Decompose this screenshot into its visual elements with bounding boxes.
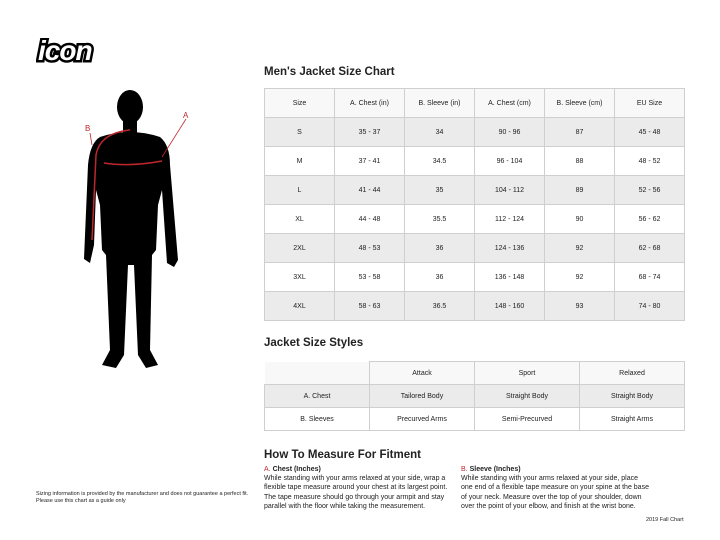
cell: 35 xyxy=(404,175,475,205)
empty-cell xyxy=(264,361,370,385)
cell: M xyxy=(264,146,335,176)
disclaimer-line: Please use this chart as a guide only xyxy=(36,498,126,504)
cell: Straight Body xyxy=(474,384,580,408)
icon-logo: icon xyxy=(36,33,146,71)
cell: 41 - 44 xyxy=(334,175,405,205)
cell: Tailored Body xyxy=(369,384,475,408)
cell: 36 xyxy=(404,233,475,263)
measure-title: How To Measure For Fitment xyxy=(264,449,421,461)
cell: 93 xyxy=(544,291,615,321)
cell: L xyxy=(264,175,335,205)
table-row: L 41 - 44 35 104 - 112 89 52 - 56 xyxy=(264,175,685,205)
table-row: M 37 - 41 34.5 96 - 104 88 48 - 52 xyxy=(264,146,685,176)
header-cell: Attack xyxy=(369,361,475,385)
cell: 148 - 160 xyxy=(474,291,545,321)
cell: 52 - 56 xyxy=(614,175,685,205)
disclaimer: Sizing information is provided by the ma… xyxy=(36,491,248,505)
cell: 68 - 74 xyxy=(614,262,685,292)
letter-a: A. xyxy=(264,466,271,473)
sleeve-label: Sleeve (Inches) xyxy=(469,466,521,473)
header-cell: Relaxed xyxy=(579,361,685,385)
cell: 34.5 xyxy=(404,146,475,176)
sleeve-instructions: B. Sleeve (Inches) While standing with y… xyxy=(461,465,651,511)
cell: 62 - 68 xyxy=(614,233,685,263)
cell: 4XL xyxy=(264,291,335,321)
styles-table: Attack Sport Relaxed A. Chest Tailored Body… xyxy=(264,361,685,431)
cell: 112 - 124 xyxy=(474,204,545,234)
cell: 74 - 80 xyxy=(614,291,685,321)
edition-label: 2019 Fall Chart xyxy=(646,517,684,523)
table-row: 2XL 48 - 53 36 124 - 136 92 62 - 68 xyxy=(264,233,685,263)
cell: 88 xyxy=(544,146,615,176)
cell: Straight Body xyxy=(579,384,685,408)
cell: 92 xyxy=(544,262,615,292)
header-cell: A. Chest (cm) xyxy=(474,88,545,118)
cell: 124 - 136 xyxy=(474,233,545,263)
table-row: B. Sleeves Precurved Arms Semi-Precurved St… xyxy=(264,407,685,431)
cell: 48 - 52 xyxy=(614,146,685,176)
cell: 92 xyxy=(544,233,615,263)
header-cell: A. Chest (in) xyxy=(334,88,405,118)
disclaimer-line: Sizing information is provided by the ma… xyxy=(36,491,249,497)
styles-title: Jacket Size Styles xyxy=(264,337,364,349)
header-cell: Sport xyxy=(474,361,580,385)
body-silhouette xyxy=(84,90,187,368)
cell: 90 xyxy=(544,204,615,234)
table-row: 4XL 58 - 63 36.5 148 - 160 93 74 - 80 xyxy=(264,291,685,321)
sleeve-text: While standing with your arms relaxed at… xyxy=(461,475,649,510)
table-row: S 35 - 37 34 90 - 96 87 45 - 48 xyxy=(264,117,685,147)
cell: 35.5 xyxy=(404,204,475,234)
table-header-row: Attack Sport Relaxed xyxy=(264,361,685,385)
cell: 45 - 48 xyxy=(614,117,685,147)
cell: Semi-Precurved xyxy=(474,407,580,431)
cell: 104 - 112 xyxy=(474,175,545,205)
cell: S xyxy=(264,117,335,147)
table-header-row: Size A. Chest (in) B. Sleeve (in) A. Chest … xyxy=(264,88,685,118)
cell: 56 - 62 xyxy=(614,204,685,234)
cell: 53 - 58 xyxy=(334,262,405,292)
header-cell: Size xyxy=(264,88,335,118)
label-b: B xyxy=(85,124,91,133)
header-cell: B. Sleeve (in) xyxy=(404,88,475,118)
cell: 2XL xyxy=(264,233,335,263)
cell: 89 xyxy=(544,175,615,205)
cell: 58 - 63 xyxy=(334,291,405,321)
header-cell: EU Size xyxy=(614,88,685,118)
cell: 87 xyxy=(544,117,615,147)
row-label: A. Chest xyxy=(264,384,370,408)
label-a: A xyxy=(183,111,189,120)
size-chart-table: Size A. Chest (in) B. Sleeve (in) A. Chest … xyxy=(264,88,685,321)
chest-label: Chest (Inches) xyxy=(272,466,321,473)
cell: 44 - 48 xyxy=(334,204,405,234)
cell: 3XL xyxy=(264,262,335,292)
cell: 48 - 53 xyxy=(334,233,405,263)
header-cell: B. Sleeve (cm) xyxy=(544,88,615,118)
svg-text:icon: icon xyxy=(38,38,92,66)
chest-instructions: A. Chest (Inches) While standing with yo… xyxy=(264,465,454,511)
chest-text: While standing with your arms relaxed at… xyxy=(264,475,448,510)
size-chart-title: Men's Jacket Size Chart xyxy=(264,66,395,78)
cell: 36.5 xyxy=(404,291,475,321)
cell: 37 - 41 xyxy=(334,146,405,176)
cell: Precurved Arms xyxy=(369,407,475,431)
cell: 96 - 104 xyxy=(474,146,545,176)
cell: Straight Arms xyxy=(579,407,685,431)
cell: 35 - 37 xyxy=(334,117,405,147)
table-row: XL 44 - 48 35.5 112 - 124 90 56 - 62 xyxy=(264,204,685,234)
table-row: 3XL 53 - 58 36 136 - 148 92 68 - 74 xyxy=(264,262,685,292)
table-row: A. Chest Tailored Body Straight Body Straig… xyxy=(264,384,685,408)
row-label: B. Sleeves xyxy=(264,407,370,431)
cell: 36 xyxy=(404,262,475,292)
cell: XL xyxy=(264,204,335,234)
letter-b: B. xyxy=(461,466,468,473)
cell: 90 - 96 xyxy=(474,117,545,147)
cell: 136 - 148 xyxy=(474,262,545,292)
cell: 34 xyxy=(404,117,475,147)
